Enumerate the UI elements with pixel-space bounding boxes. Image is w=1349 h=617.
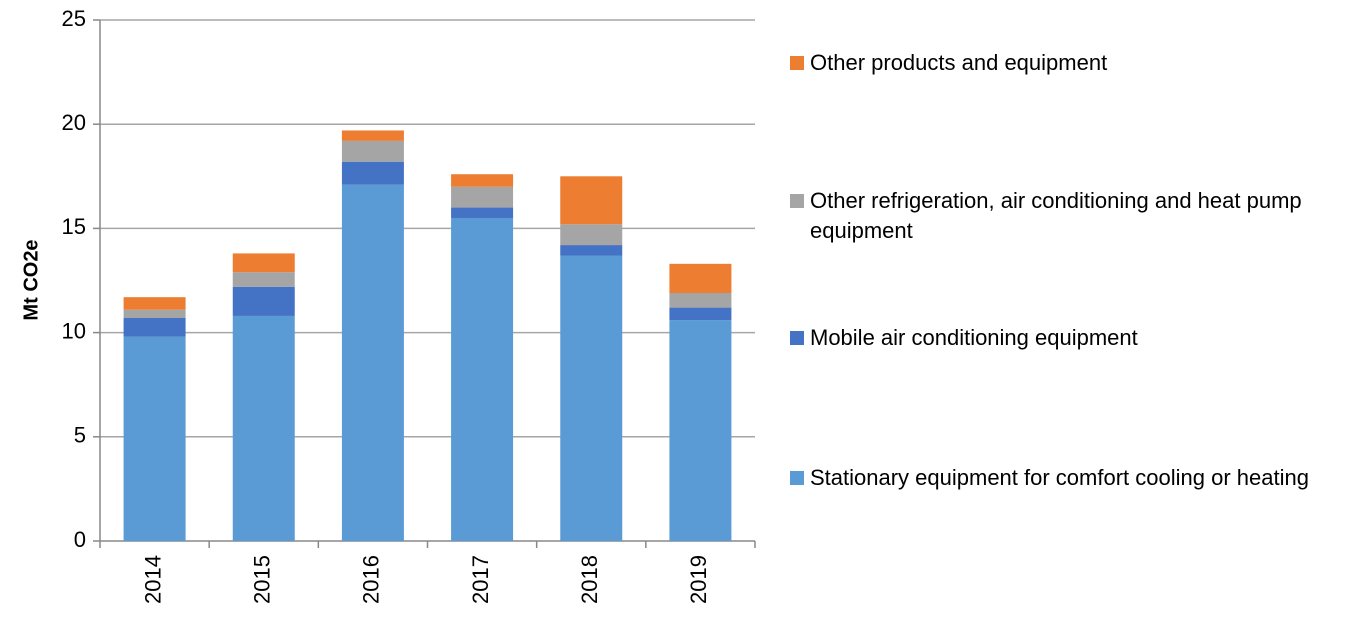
y-tick-label: 15 [62,214,86,239]
y-tick-label: 0 [74,527,86,552]
bar-segment [341,184,404,542]
legend-swatch [790,56,804,70]
y-axis-label: Mt CO2e [20,239,42,320]
bar-segment [341,140,404,162]
y-tick-label: 10 [62,318,86,343]
legend-swatch [790,331,804,345]
x-tick-label: 2019 [686,555,711,604]
x-tick-label: 2014 [140,555,165,604]
y-tick-label: 25 [62,6,86,31]
bar-segment [123,309,186,319]
legend-entry: Other products and equipment [790,48,1340,78]
x-tick-label: 2018 [577,555,602,604]
bar-segment [451,207,514,218]
x-tick-label: 2015 [250,555,275,604]
x-tick-label: 2016 [359,555,384,604]
bar-segment [232,272,295,287]
bar-segment [560,176,623,225]
bar-segment [232,253,295,273]
bar-segment [341,130,404,141]
bar-segment [232,315,295,541]
legend-label: Other refrigeration, air conditioning an… [810,188,1302,243]
bar-segment [669,263,732,294]
legend-label: Other products and equipment [810,50,1108,75]
bar-segment [451,186,514,208]
bar-segment [560,224,623,246]
bar-segment [669,293,732,308]
bar-segment [123,318,186,337]
x-tick-label: 2017 [468,555,493,604]
bar-segment [451,174,514,187]
y-tick-label: 5 [74,423,86,448]
bar-segment [560,245,623,256]
bar-segment [232,286,295,316]
legend-entry: Other refrigeration, air conditioning an… [790,186,1340,246]
bar-segment [123,336,186,541]
bar-segment [123,297,186,310]
bar-segment [451,217,514,542]
legend-swatch [790,194,804,208]
legend-label: Mobile air conditioning equipment [810,325,1138,350]
bar-segment [341,161,404,185]
bar-segment [669,307,732,321]
legend-entry: Mobile air conditioning equipment [790,323,1340,353]
legend-swatch [790,471,804,485]
legend-entry: Stationary equipment for comfort cooling… [790,463,1340,493]
y-tick-label: 20 [62,110,86,135]
bar-segment [669,320,732,541]
bar-segment [560,255,623,541]
legend-label: Stationary equipment for comfort cooling… [810,465,1309,490]
